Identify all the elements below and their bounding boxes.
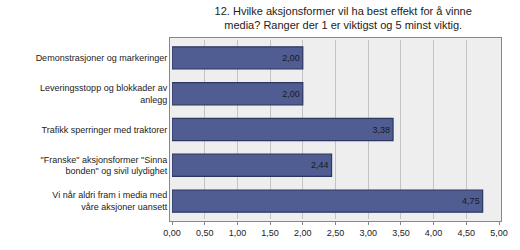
svg-text:5,00: 5,00 [490,228,508,238]
svg-text:3,00: 3,00 [359,228,377,238]
svg-text:3,38: 3,38 [373,125,391,135]
svg-text:4,50: 4,50 [458,228,476,238]
svg-text:1,00: 1,00 [229,228,247,238]
svg-text:Demonstrasjoner og markeringer: Demonstrasjoner og markeringer [36,53,168,63]
svg-text:1,50: 1,50 [261,228,279,238]
svg-text:"Franske" aksjonsformer "Sinna: "Franske" aksjonsformer "Sinnabonden" og… [41,155,168,177]
svg-text:2,00: 2,00 [294,228,312,238]
svg-text:4,00: 4,00 [425,228,443,238]
svg-text:3,50: 3,50 [392,228,410,238]
svg-text:Trafikk sperringer med traktor: Trafikk sperringer med traktorer [41,125,167,135]
svg-text:2,00: 2,00 [282,53,300,63]
svg-text:0,00: 0,00 [163,228,181,238]
svg-text:2,44: 2,44 [311,160,329,170]
svg-text:Leveringsstopp og blokkader av: Leveringsstopp og blokkader avanlegg [40,83,168,105]
svg-text:12. Hvilke aksjonsformer vil h: 12. Hvilke aksjonsformer vil ha best eff… [215,5,472,31]
svg-text:0,50: 0,50 [196,228,214,238]
svg-text:Vi når aldri fram i media medv: Vi når aldri fram i media medvåre aksjon… [52,190,167,212]
svg-text:2,00: 2,00 [282,89,300,99]
svg-text:2,50: 2,50 [327,228,345,238]
svg-text:4,75: 4,75 [462,196,480,206]
